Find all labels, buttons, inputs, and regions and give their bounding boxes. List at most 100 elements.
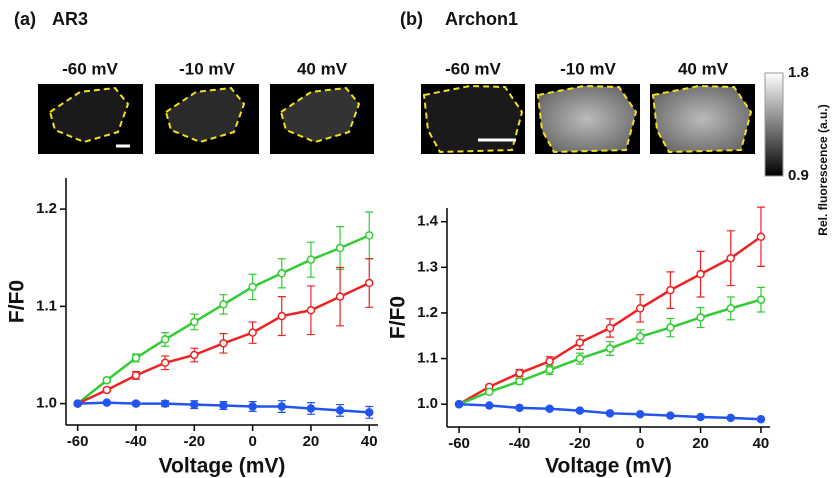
marker [162, 400, 169, 407]
x-axis-title: Voltage (mV) [545, 455, 672, 478]
marker [456, 401, 463, 408]
marker [191, 318, 198, 325]
marker [637, 411, 644, 418]
x-tick-label: 40 [753, 435, 770, 452]
marker [103, 399, 110, 406]
marker [757, 296, 764, 303]
marker [757, 416, 764, 423]
x-axis-title: Voltage (mV) [159, 455, 286, 478]
marker [366, 280, 373, 287]
marker [486, 402, 493, 409]
colorbar-tick-label: 0.9 [788, 167, 809, 184]
marker [516, 404, 523, 411]
y-tick-label: 1.1 [417, 350, 438, 367]
marker [278, 403, 285, 410]
image-label: -60 mV [445, 59, 501, 78]
marker [307, 307, 314, 314]
series-line [78, 235, 370, 403]
figure: Rel. fluorescence (a.u.) 1.8 0.9 (a) AR3 -60… [0, 0, 834, 478]
marker [74, 400, 81, 407]
marker [697, 314, 704, 321]
panel-title: AR3 [52, 9, 88, 29]
y-axis-title: F/F0 [6, 280, 29, 323]
marker [366, 409, 373, 416]
marker [220, 402, 227, 409]
marker [278, 270, 285, 277]
x-tick-label: -60 [448, 435, 470, 452]
y-tick-label: 1.4 [417, 213, 439, 230]
x-tick-label: 20 [303, 433, 320, 450]
x-tick-label: -60 [67, 433, 89, 450]
marker [516, 378, 523, 385]
marker [576, 339, 583, 346]
x-tick-label: 0 [636, 435, 644, 452]
marker [667, 287, 674, 294]
marker [727, 255, 734, 262]
marker [637, 333, 644, 340]
image-label: 40 mV [297, 59, 348, 78]
colorbar-label: Rel. fluorescence (a.u.) [816, 104, 830, 235]
marker [546, 366, 553, 373]
marker [132, 372, 139, 379]
marker [337, 293, 344, 300]
x-tick-label: -20 [569, 435, 591, 452]
panel-label: (a) [14, 9, 36, 29]
x-tick-label: -20 [183, 433, 205, 450]
colorbar [765, 73, 783, 176]
marker [727, 414, 734, 421]
cell-outline [538, 86, 636, 152]
marker [697, 271, 704, 278]
marker [697, 413, 704, 420]
marker [667, 412, 674, 419]
y-axis-title: F/F0 [387, 296, 410, 339]
marker [249, 283, 256, 290]
marker [162, 336, 169, 343]
marker [576, 355, 583, 362]
panel-label: (b) [400, 9, 423, 29]
image-row-b [421, 84, 755, 154]
y-tick-label: 1.0 [417, 395, 438, 412]
marker [486, 388, 493, 395]
marker [132, 400, 139, 407]
marker [337, 407, 344, 414]
image-row-a [38, 84, 374, 154]
marker [220, 301, 227, 308]
marker [366, 232, 373, 239]
marker [249, 329, 256, 336]
image-label: -10 mV [179, 59, 235, 78]
marker [337, 245, 344, 252]
y-tick-label: 1.2 [36, 200, 57, 217]
marker [576, 407, 583, 414]
marker [607, 324, 614, 331]
x-tick-label: -40 [509, 435, 531, 452]
marker [727, 305, 734, 312]
cell-outline [424, 86, 522, 152]
marker [249, 403, 256, 410]
marker [162, 359, 169, 366]
image-label: -60 mV [62, 59, 118, 78]
marker [607, 410, 614, 417]
marker [546, 358, 553, 365]
y-tick-label: 1.1 [36, 297, 57, 314]
image-label: -10 mV [560, 59, 616, 78]
panel-title: Archon1 [445, 9, 518, 29]
marker [103, 377, 110, 384]
marker [607, 345, 614, 352]
marker [103, 386, 110, 393]
marker [132, 354, 139, 361]
x-tick-label: 40 [361, 433, 378, 450]
marker [220, 340, 227, 347]
marker [546, 405, 553, 412]
x-tick-label: 0 [248, 433, 256, 450]
x-tick-label: -40 [125, 433, 147, 450]
image-label: 40 mV [678, 59, 729, 78]
colorbar-tick-label: 1.8 [788, 64, 809, 81]
marker [637, 305, 644, 312]
cell-outline [653, 86, 751, 152]
marker [307, 256, 314, 263]
marker [757, 233, 764, 240]
marker [278, 313, 285, 320]
y-tick-label: 1.3 [417, 258, 438, 275]
x-tick-label: 20 [692, 435, 709, 452]
y-tick-label: 1.2 [417, 304, 438, 321]
